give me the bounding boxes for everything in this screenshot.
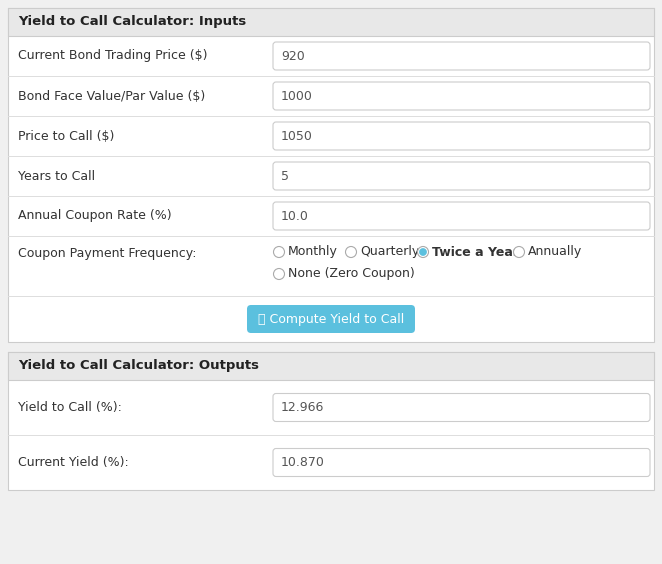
FancyBboxPatch shape — [273, 448, 650, 477]
FancyBboxPatch shape — [273, 162, 650, 190]
Text: 1050: 1050 — [281, 130, 313, 143]
Text: 12.966: 12.966 — [281, 401, 324, 414]
FancyBboxPatch shape — [273, 42, 650, 70]
Circle shape — [273, 268, 285, 280]
Text: Current Yield (%):: Current Yield (%): — [18, 456, 128, 469]
Bar — [8, 352, 654, 490]
Text: Price to Call ($): Price to Call ($) — [18, 130, 115, 143]
FancyBboxPatch shape — [247, 305, 415, 333]
Circle shape — [418, 246, 428, 258]
Text: Yield to Call Calculator: Outputs: Yield to Call Calculator: Outputs — [18, 359, 259, 372]
Text: Twice a Year: Twice a Year — [432, 245, 519, 258]
Text: 5: 5 — [281, 170, 289, 183]
Text: 10.0: 10.0 — [281, 209, 309, 223]
Text: 10.870: 10.870 — [281, 456, 325, 469]
Circle shape — [346, 246, 357, 258]
Bar — [8, 8, 654, 342]
Text: Yield to Call Calculator: Inputs: Yield to Call Calculator: Inputs — [18, 15, 246, 29]
Bar — [8, 8, 654, 36]
Text: Coupon Payment Frequency:: Coupon Payment Frequency: — [18, 248, 197, 261]
Text: Yield to Call (%):: Yield to Call (%): — [18, 401, 122, 414]
FancyBboxPatch shape — [273, 122, 650, 150]
Text: Bond Face Value/Par Value ($): Bond Face Value/Par Value ($) — [18, 90, 205, 103]
Text: Years to Call: Years to Call — [18, 170, 95, 183]
FancyBboxPatch shape — [273, 82, 650, 110]
Text: Annually: Annually — [528, 245, 583, 258]
Text: Monthly: Monthly — [288, 245, 338, 258]
Circle shape — [273, 246, 285, 258]
Text: Quarterly: Quarterly — [360, 245, 419, 258]
Text: None (Zero Coupon): None (Zero Coupon) — [288, 267, 415, 280]
Bar — [8, 352, 654, 380]
FancyBboxPatch shape — [273, 394, 650, 421]
Text: ⌸ Compute Yield to Call: ⌸ Compute Yield to Call — [258, 312, 404, 325]
Text: Annual Coupon Rate (%): Annual Coupon Rate (%) — [18, 209, 171, 223]
FancyBboxPatch shape — [273, 202, 650, 230]
Text: 1000: 1000 — [281, 90, 313, 103]
Circle shape — [420, 249, 426, 255]
Text: Current Bond Trading Price ($): Current Bond Trading Price ($) — [18, 50, 207, 63]
Text: 920: 920 — [281, 50, 305, 63]
Circle shape — [514, 246, 524, 258]
